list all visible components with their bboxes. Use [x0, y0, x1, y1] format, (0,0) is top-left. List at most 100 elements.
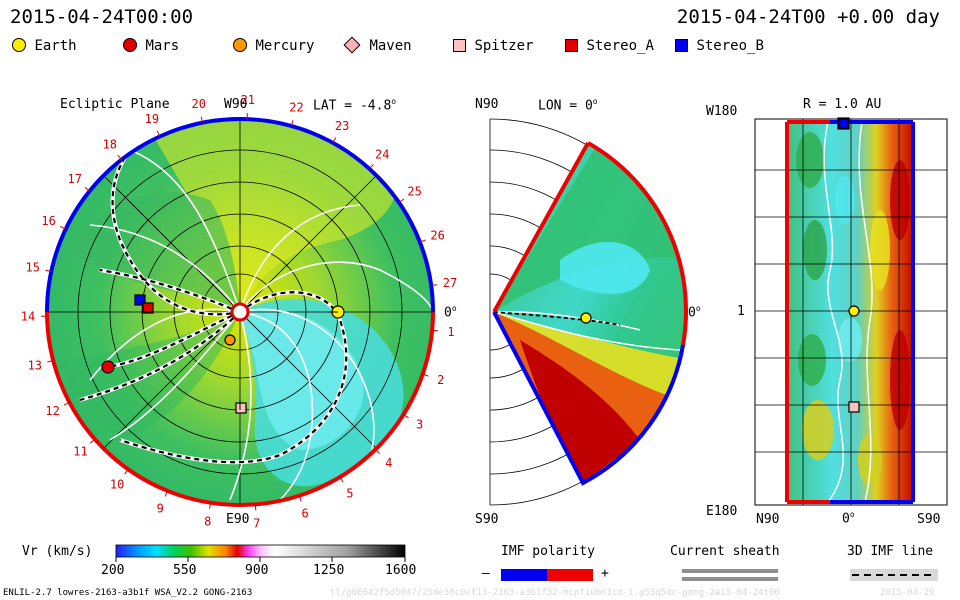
carrington-tick	[254, 504, 257, 511]
radial-earth-marker	[848, 305, 860, 317]
legend-item-stereo-a: Stereo_A	[565, 38, 654, 54]
carrington-label-15: 15	[25, 261, 39, 275]
ecliptic-zero-label: 0o	[444, 304, 457, 320]
carrington-tick	[164, 490, 168, 497]
carrington-label-11: 11	[73, 445, 87, 459]
carrington-label-26: 26	[430, 228, 444, 242]
current-sheath-label: Current sheath	[670, 544, 780, 559]
carrington-tick	[419, 239, 426, 243]
carrington-tick	[290, 120, 294, 127]
carrington-tick	[375, 449, 380, 455]
meridional-earth-marker	[580, 312, 592, 324]
imf-polarity-positive	[547, 569, 593, 581]
ecliptic-title: Ecliptic Plane	[60, 97, 170, 112]
vr-tick-550: 550	[173, 563, 197, 578]
carrington-label-23: 23	[335, 119, 349, 133]
x-mid-value: 0	[842, 511, 850, 527]
carrington-label-1: 1	[447, 325, 454, 339]
meridional-top-label: N90	[475, 97, 499, 112]
carrington-label-9: 9	[157, 501, 164, 515]
timestamp-right: 2015-04-24T00 +0.00 day	[676, 6, 940, 28]
meridional-bottom-label: S90	[475, 512, 499, 527]
degree-mark: o	[592, 97, 598, 106]
carrington-tick	[432, 329, 439, 332]
lat-value: LAT = -4.8	[313, 98, 392, 114]
imf-polarity-minus: –	[482, 566, 490, 581]
zero-value: 0	[444, 305, 452, 321]
meridional-lon-label: LON = 0o	[538, 97, 598, 113]
carrington-tick	[47, 360, 54, 363]
stereo-a-marker	[142, 302, 154, 314]
carrington-tick	[403, 414, 409, 419]
carrington-tick	[60, 226, 66, 230]
legend-label: Stereo_B	[696, 38, 764, 54]
degree-mark: o	[391, 97, 397, 106]
mars-marker-icon	[123, 38, 137, 52]
radial-top-left-label: W180	[706, 104, 738, 119]
carrington-tick	[156, 130, 161, 137]
carrington-tick	[63, 401, 70, 406]
carrington-tick	[89, 438, 96, 444]
current-sheath-line-bottom	[682, 577, 778, 581]
carrington-label-24: 24	[375, 148, 389, 162]
radial-spitzer-marker	[848, 401, 860, 413]
carrington-tick	[398, 198, 405, 203]
carrington-tick	[124, 468, 129, 475]
legend-item-mercury: Mercury	[233, 38, 314, 54]
radial-stereo-b-marker	[838, 118, 849, 129]
carrington-tick	[117, 154, 122, 161]
carrington-label-10: 10	[110, 478, 124, 492]
legend-item-mars: Mars	[123, 38, 179, 54]
carrington-tick	[431, 284, 438, 286]
radial-x-right: S90	[917, 512, 941, 527]
stereo-a-marker-icon	[565, 39, 578, 52]
legend-label: Earth	[34, 38, 77, 54]
watermark: tl/g0E042f5d5047/258e30c0cf13-2163-a3b1f…	[330, 588, 780, 598]
vr-tick-200: 200	[101, 563, 125, 578]
imf-polarity-plus: +	[601, 566, 609, 581]
carrington-label-8: 8	[204, 515, 211, 529]
vr-label: Vr (km/s)	[22, 544, 93, 559]
earth-marker-icon	[12, 38, 26, 52]
carrington-tick	[332, 137, 337, 144]
vr-tick-1600: 1600	[385, 563, 417, 578]
radial-mid-label: 1	[737, 304, 745, 319]
legend-label: Mercury	[255, 38, 315, 54]
mercury-marker	[224, 334, 236, 346]
carrington-tick	[298, 495, 302, 502]
ecliptic-bottom-label: E90	[226, 512, 250, 527]
carrington-label-19: 19	[145, 112, 159, 126]
carrington-label-3: 3	[416, 418, 423, 432]
vr-tick-1250: 1250	[313, 563, 345, 578]
carrington-label-12: 12	[45, 404, 59, 418]
ecliptic-lat-label: LAT = -4.8o	[313, 97, 396, 113]
degree-mark: o	[849, 510, 855, 519]
mars-marker	[101, 360, 115, 374]
radial-r-label: R = 1.0 AU	[803, 97, 882, 112]
lon-value: LON = 0	[538, 98, 593, 114]
carrington-tick	[200, 116, 203, 123]
legend-item-spitzer: Spitzer	[453, 38, 533, 54]
carrington-tick	[369, 164, 374, 170]
carrington-label-25: 25	[407, 185, 421, 199]
carrington-label-18: 18	[103, 138, 117, 152]
ecliptic-rim-negative	[239, 117, 435, 313]
body-legend: Earth Mars Mercury Maven Spitzer Stereo_…	[0, 36, 960, 60]
degree-mark: o	[695, 304, 701, 313]
legend-item-earth: Earth	[12, 38, 77, 54]
legend-label: Maven	[369, 38, 412, 54]
ecliptic-rim-positive	[45, 311, 435, 507]
carrington-label-7: 7	[253, 516, 260, 530]
spitzer-marker	[235, 402, 247, 414]
legend-item-maven: Maven	[343, 36, 412, 54]
spitzer-marker-icon	[453, 39, 466, 52]
carrington-label-20: 20	[191, 97, 205, 111]
vr-colorbar	[115, 544, 406, 562]
stereo-b-marker	[134, 294, 146, 306]
carrington-label-17: 17	[67, 172, 81, 186]
degree-mark: o	[451, 304, 457, 313]
carrington-label-6: 6	[301, 507, 308, 521]
watermark-date: 2015-04-29	[880, 588, 935, 598]
